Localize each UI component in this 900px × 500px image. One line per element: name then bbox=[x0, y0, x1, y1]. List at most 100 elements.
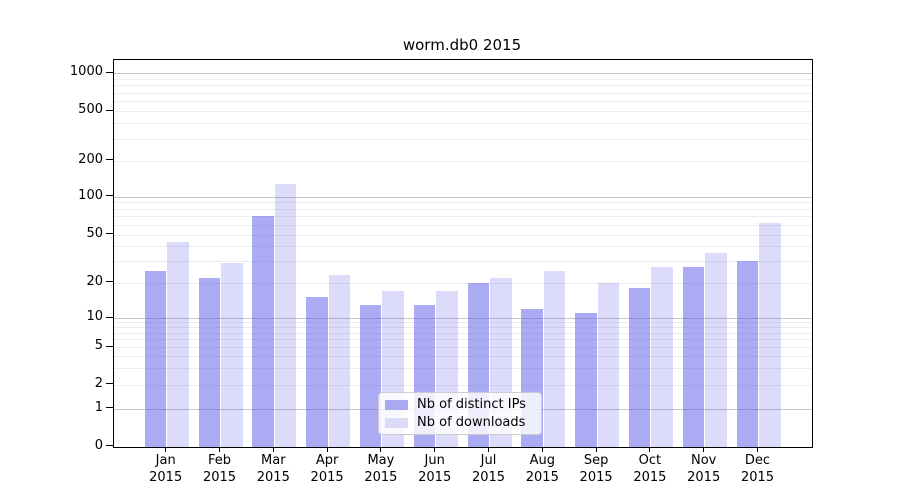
legend-swatch-downloads-icon bbox=[385, 417, 408, 428]
legend-item-downloads: Nb of downloads bbox=[385, 415, 535, 430]
bar-distinct-ips bbox=[359, 304, 382, 447]
x-tick-mark bbox=[434, 447, 436, 452]
grid-line-minor bbox=[114, 216, 812, 218]
grid-line-major bbox=[114, 318, 812, 319]
legend-swatch-distinct-ips-icon bbox=[385, 399, 408, 410]
x-tick-label-sep: Sep 2015 bbox=[579, 453, 613, 485]
grid-line-minor bbox=[114, 138, 812, 140]
bar-distinct-ips bbox=[306, 297, 328, 447]
x-tick-mark bbox=[326, 447, 328, 452]
grid-line-minor bbox=[114, 234, 812, 236]
y-tick-label: 5 bbox=[94, 338, 103, 353]
grid-line-minor bbox=[114, 208, 812, 210]
grid-line-minor bbox=[114, 85, 812, 87]
x-tick-mark bbox=[380, 447, 382, 452]
y-tick-label: 500 bbox=[78, 102, 103, 117]
x-tick-mark bbox=[272, 447, 274, 452]
grid-line-minor bbox=[114, 160, 812, 162]
y-tick-mark bbox=[106, 195, 113, 196]
y-tick-label: 0 bbox=[94, 437, 103, 453]
x-tick-label-feb: Feb 2015 bbox=[202, 453, 237, 485]
bar-downloads bbox=[221, 263, 243, 447]
y-tick-mark bbox=[106, 233, 113, 234]
y-tick-mark bbox=[106, 159, 113, 160]
chart-title: worm.db0 2015 bbox=[402, 36, 522, 54]
x-tick-label-jul: Jul 2015 bbox=[471, 453, 506, 485]
y-tick-mark bbox=[106, 407, 113, 408]
bar-downloads bbox=[651, 266, 673, 447]
bar-downloads bbox=[328, 275, 351, 447]
bar-distinct-ips bbox=[144, 270, 167, 447]
grid-line-major bbox=[114, 196, 812, 198]
bar-distinct-ips bbox=[575, 313, 597, 447]
grid-line-minor bbox=[114, 111, 812, 112]
bar-distinct-ips bbox=[628, 287, 651, 447]
x-tick-mark bbox=[488, 447, 489, 452]
x-tick-mark bbox=[541, 447, 543, 452]
grid-line-minor bbox=[114, 101, 812, 102]
grid-line-minor bbox=[114, 327, 812, 329]
grid-line-minor bbox=[114, 332, 812, 334]
x-tick-label-jun: Jun 2015 bbox=[418, 453, 452, 485]
bar-downloads bbox=[759, 222, 781, 447]
x-tick-label-nov: Nov 2015 bbox=[687, 453, 721, 485]
bar-downloads bbox=[274, 183, 297, 447]
x-tick-label-oct: Oct 2015 bbox=[633, 453, 667, 485]
bar-distinct-ips bbox=[736, 261, 758, 447]
y-tick-mark bbox=[106, 345, 113, 347]
x-tick-label-jan: Jan 2015 bbox=[149, 453, 183, 485]
grid-line-minor bbox=[114, 339, 812, 341]
bar-distinct-ips bbox=[682, 266, 705, 447]
grid-line-minor bbox=[114, 92, 812, 94]
x-tick-label-aug: Aug 2015 bbox=[525, 453, 559, 485]
y-tick-mark bbox=[106, 109, 113, 111]
bar-downloads bbox=[543, 270, 566, 447]
bar-downloads bbox=[597, 282, 620, 447]
bar-distinct-ips bbox=[252, 216, 274, 447]
grid-line-major bbox=[114, 73, 812, 74]
x-tick-mark bbox=[595, 447, 597, 452]
x-tick-label-dec: Dec 2015 bbox=[740, 453, 775, 485]
y-tick-mark bbox=[106, 445, 113, 446]
grid-line-minor bbox=[114, 356, 812, 358]
grid-line-minor bbox=[114, 282, 812, 284]
y-tick-label: 20 bbox=[86, 273, 103, 289]
plot-area bbox=[113, 59, 813, 448]
y-tick-label: 2 bbox=[94, 375, 103, 391]
x-tick-mark bbox=[649, 447, 651, 452]
x-tick-mark bbox=[703, 447, 705, 452]
grid-line-minor bbox=[114, 202, 812, 204]
x-tick-label-mar: Mar 2015 bbox=[256, 453, 290, 485]
y-tick-mark bbox=[106, 71, 113, 73]
y-tick-label: 10 bbox=[86, 309, 103, 324]
grid-line-minor bbox=[114, 367, 812, 369]
bar-downloads bbox=[167, 242, 189, 447]
y-tick-label: 50 bbox=[86, 225, 103, 241]
legend-item-distinct-ips: Nb of distinct IPs bbox=[385, 397, 535, 412]
grid-line-minor bbox=[114, 322, 812, 324]
grid-line-minor bbox=[114, 224, 812, 226]
bar-downloads bbox=[705, 253, 727, 447]
x-tick-label-apr: Apr 2015 bbox=[310, 453, 344, 485]
y-tick-label: 100 bbox=[78, 187, 103, 203]
grid-line-minor bbox=[114, 261, 812, 263]
grid-line-minor bbox=[114, 347, 812, 348]
y-tick-label: 1000 bbox=[69, 64, 103, 79]
legend-label-distinct-ips: Nb of distinct IPs bbox=[417, 397, 526, 412]
grid-line-minor bbox=[114, 246, 812, 248]
y-tick-mark bbox=[106, 281, 113, 282]
grid-line-minor bbox=[114, 123, 812, 125]
y-tick-label: 1 bbox=[94, 399, 103, 415]
legend-label-downloads: Nb of downloads bbox=[417, 415, 526, 430]
grid-line-minor bbox=[114, 78, 812, 80]
y-tick-label: 200 bbox=[78, 151, 103, 167]
bar-distinct-ips bbox=[198, 277, 220, 447]
legend: Nb of distinct IPs Nb of downloads bbox=[378, 392, 542, 435]
x-tick-mark bbox=[757, 447, 758, 452]
grid-line-minor bbox=[114, 384, 812, 386]
x-tick-label-may: May 2015 bbox=[364, 453, 398, 485]
y-tick-mark bbox=[106, 383, 113, 384]
y-tick-mark bbox=[106, 316, 113, 318]
x-tick-mark bbox=[219, 447, 220, 452]
